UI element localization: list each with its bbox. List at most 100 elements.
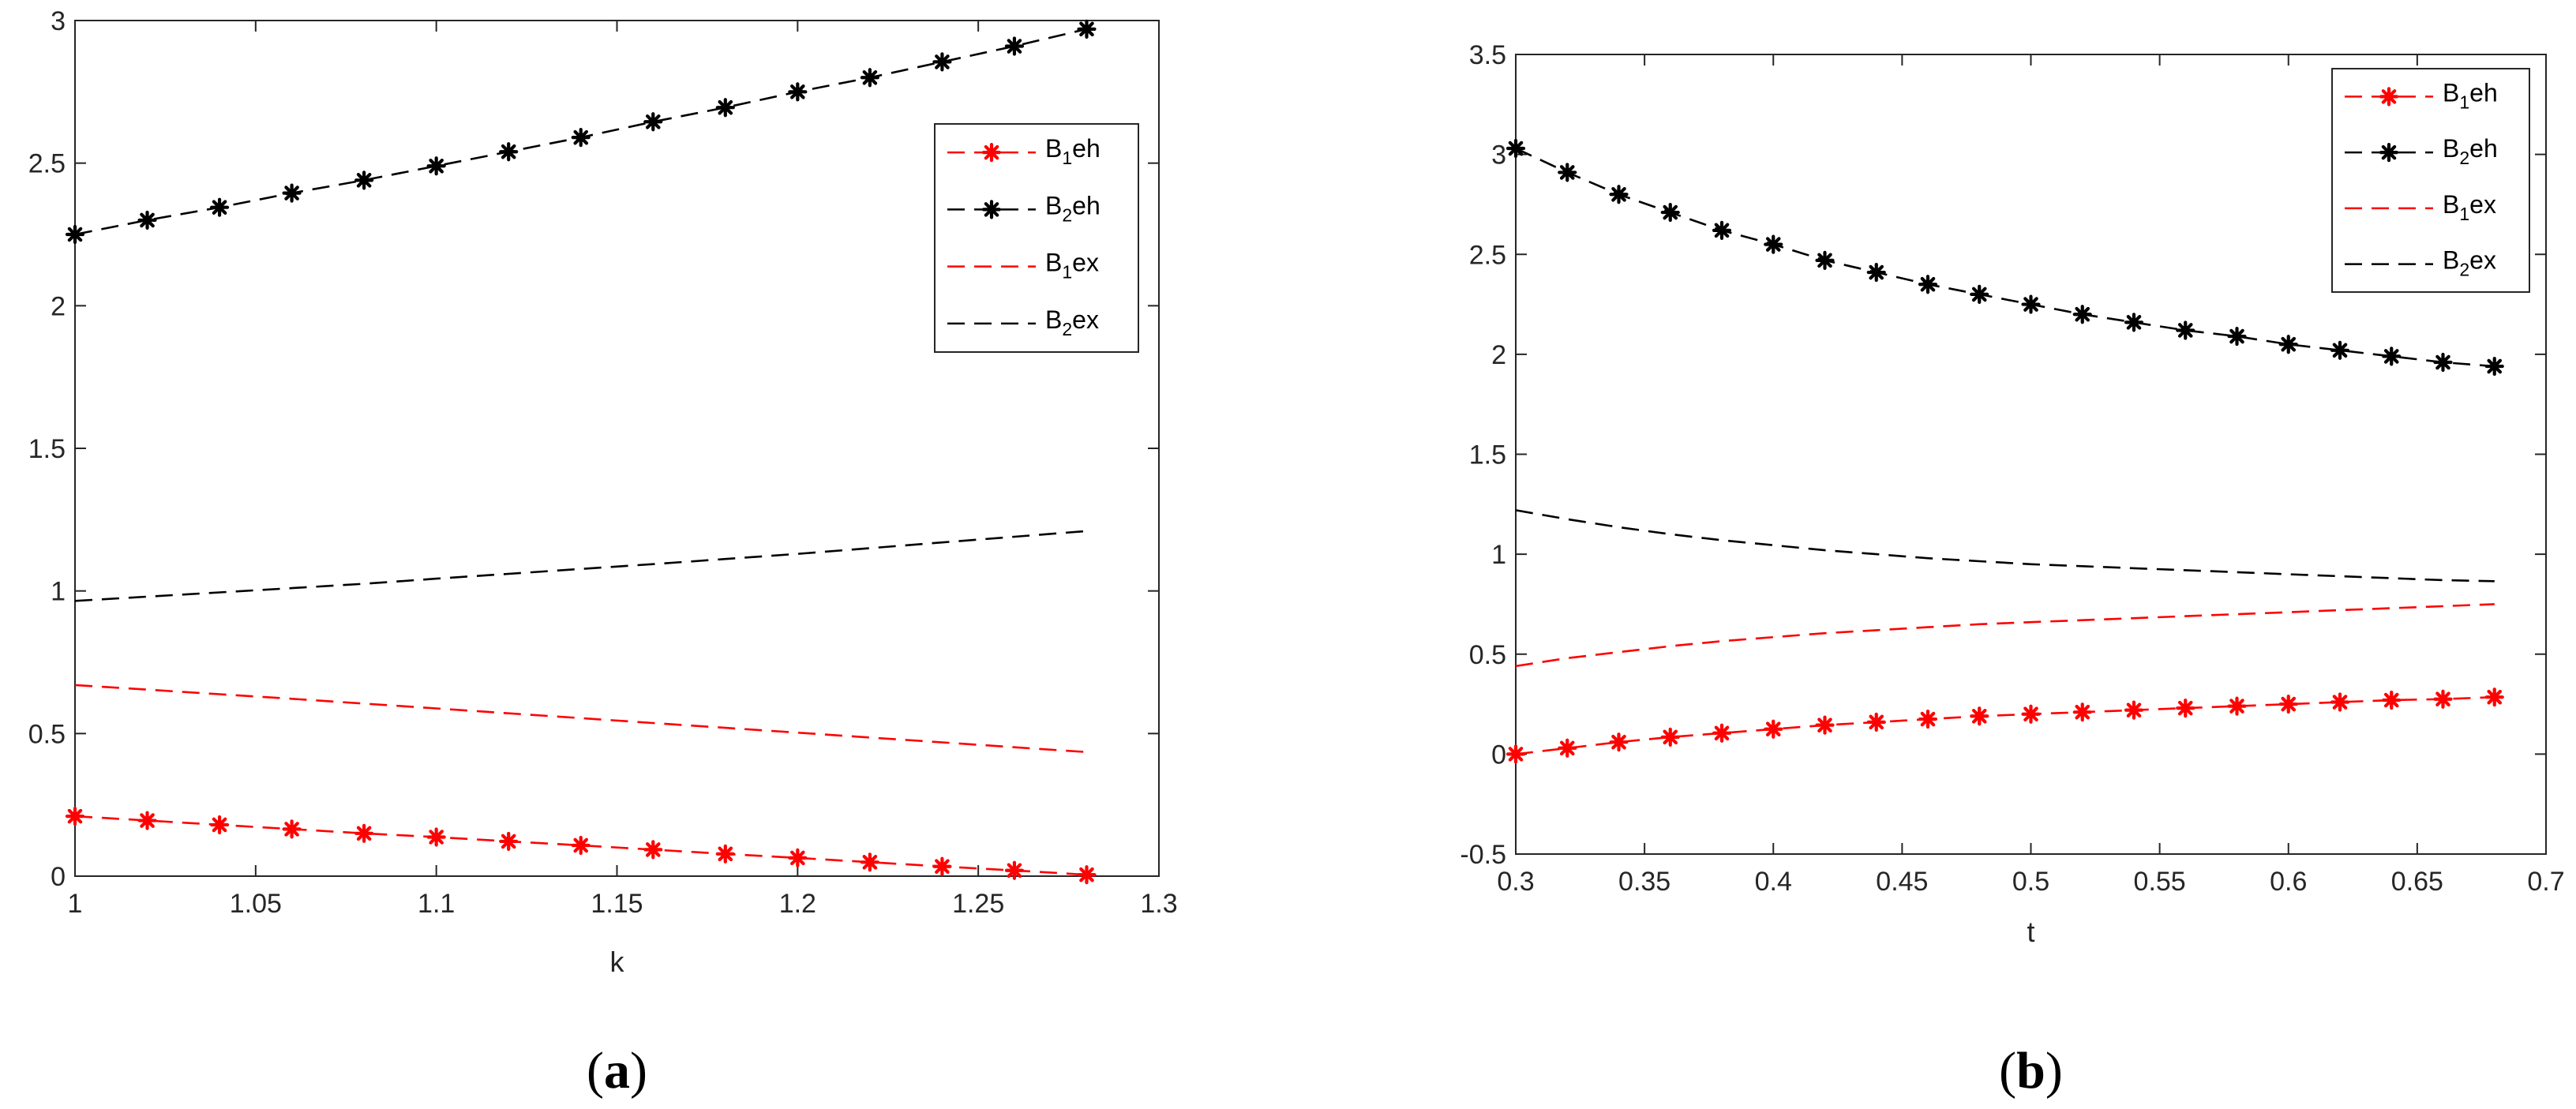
panel-a-point-B2eh (354, 170, 374, 190)
panel-a-xtick-label: 1 (68, 889, 83, 919)
panel-b-point-B1eh (2382, 690, 2402, 710)
panel-b-series-B1ex (1515, 603, 2495, 668)
panel-b-point-B1eh (1558, 738, 1577, 758)
panel-b-xtick-label: 0.35 (1618, 867, 1670, 897)
panel-a-series-B2ex (74, 530, 1087, 602)
panel-a-legend-label-B2eh: B2eh (1045, 191, 1101, 225)
panel-a-point-B1eh (715, 844, 735, 864)
panel-b-point-B2eh (2176, 320, 2195, 340)
panel-a-point-B2eh (209, 197, 230, 217)
panel-b-legend-label-B2ex-suffix: ex (2469, 246, 2496, 275)
panel-a-ytick-label: 1 (51, 577, 66, 607)
panel-a-point-B2eh (499, 142, 519, 162)
panel-a-point-B1eh (426, 827, 446, 847)
panel-a-legend-label-B1eh-base: B (1045, 134, 1062, 163)
panel-b-legend-label-B1ex: B1ex (2443, 190, 2496, 224)
panel-b-point-B1eh (2227, 696, 2247, 716)
panel-a-legend-label-B1ex-suffix: ex (1072, 249, 1099, 277)
panel-b-legend-label-B1ex-base: B (2443, 190, 2459, 219)
panel-b-legend-label-B2ex-base: B (2443, 246, 2459, 275)
panel-b-xtick-label: 0.6 (2270, 867, 2307, 897)
panel-a-legend-label-B2eh-base: B (1045, 191, 1062, 219)
panel-a-legend-label-B1eh-sub: 1 (1062, 148, 1072, 168)
panel-a-point-B2eh (426, 156, 446, 176)
panel-b-series-B2eh (1505, 138, 2504, 377)
panel-b-xtick-label: 0.5 (2012, 867, 2049, 897)
panel-a-legend-label-B1eh-suffix: eh (1072, 134, 1101, 163)
panel-b-point-B2eh (2021, 294, 2041, 314)
panel-b-point-B2eh (2330, 340, 2350, 360)
panel-a-point-B1eh (643, 840, 663, 860)
panel-b-point-B2eh (1505, 138, 1526, 159)
panel-b-point-B1eh (2330, 692, 2350, 712)
panel-a-point-B1eh (209, 815, 230, 835)
panel-a-point-B1eh (354, 823, 374, 843)
panel-b-point-B1eh (1609, 732, 1629, 752)
panel-a-point-B2eh (788, 82, 808, 102)
panel-b-point-B2eh (1918, 275, 1938, 294)
panel-b-point-B2eh (1660, 202, 1680, 223)
panel-a-ytick-label: 3 (51, 6, 66, 36)
panel-b-legend-label-B1eh: B1eh (2443, 78, 2498, 112)
panel-a-legend-label-B1ex-sub: 1 (1062, 262, 1072, 283)
panel-b-point-B2eh (2124, 313, 2144, 332)
panel-a-ytick-label: 0.5 (28, 719, 66, 749)
panel-a: 1 1.05 1.1 1.15 1.2 1.25 1.300.511.522.53kB1eh… (28, 6, 1178, 1100)
panel-b-legend-label-B2ex-sub: 2 (2459, 260, 2469, 280)
panel-a-point-B1eh (1077, 865, 1097, 885)
panel-a-line-B2ex (74, 530, 1087, 602)
panel-b-legend-box (2331, 68, 2530, 293)
panel-a-point-B1eh (788, 848, 808, 867)
panel-b-xtick-label: 0.65 (2391, 867, 2443, 897)
panel-b-point-B2eh (1866, 262, 1886, 283)
panel-b-legend-marker-B1eh (2379, 87, 2399, 107)
panel-a-point-B2eh (643, 112, 663, 132)
panel-b-point-B1eh (2433, 689, 2453, 709)
panel-b-point-B2eh (1609, 185, 1629, 204)
panel-a-line-B1ex (74, 684, 1087, 754)
panel-a-point-B2eh (932, 52, 952, 72)
panel-b-series-B2ex (1515, 509, 2495, 583)
panel-b-point-B2eh (2382, 347, 2402, 366)
panel-a-point-B1eh (932, 856, 952, 876)
panel-b-point-B2eh (1558, 163, 1577, 182)
panel-b-legend-label-B2eh-sub: 2 (2459, 148, 2469, 168)
panel-a-legend-label-B1eh: B1eh (1045, 134, 1101, 168)
panel-b-label: (b) (1999, 1042, 2063, 1100)
panel-b-line-B2ex (1515, 509, 2495, 583)
panel-a-xtick-label: 1.15 (591, 889, 643, 919)
panel-b-ytick-label: 2.5 (1469, 240, 1506, 270)
panel-a-legend-label-B2ex: B2ex (1045, 305, 1099, 339)
panel-b-point-B1eh (1970, 706, 1989, 726)
panel-b-point-B1eh (2072, 702, 2092, 722)
panel-b-ytick-label: -0.5 (1460, 840, 1506, 870)
panel-a-label-close: ) (630, 1042, 647, 1100)
panel-a-label-open: ( (587, 1042, 604, 1100)
panel-a-point-B1eh (1004, 860, 1025, 880)
panel-a-label-letter: a (604, 1042, 630, 1100)
panel-b-xtick-label: 0.45 (1876, 867, 1928, 897)
panel-b-ytick-label: 3 (1491, 140, 1506, 170)
panel-a-point-B1eh (860, 852, 879, 872)
panel-b-xtick-label: 0.4 (1755, 867, 1792, 897)
panel-a-legend-marker-B1eh (981, 143, 1002, 163)
panel-b-label-close: ) (2045, 1042, 2063, 1100)
panel-b-point-B2eh (1764, 234, 1783, 254)
panel-b-legend-marker-B2eh (2379, 143, 2399, 163)
panel-b-point-B1eh (1660, 727, 1680, 747)
panel-b-point-B2eh (2484, 356, 2504, 377)
panel-b-point-B2eh (1970, 284, 1989, 304)
panel-b-point-B1eh (1764, 719, 1783, 739)
panel-a-point-B2eh (1004, 36, 1025, 56)
panel-a-xlabel: k (610, 946, 625, 978)
panel-b-label-letter: b (2016, 1042, 2045, 1100)
panel-b-xlabel: t (2027, 916, 2034, 948)
panel-a-point-B1eh (499, 831, 519, 852)
panel-b-point-B1eh (1918, 709, 1938, 729)
panel-a-xtick-label: 1.2 (779, 889, 816, 919)
panel-a-ytick-label: 0 (51, 862, 66, 892)
panel-b-xtick-label: 0.7 (2527, 867, 2564, 897)
panel-a-point-B1eh (282, 819, 302, 839)
